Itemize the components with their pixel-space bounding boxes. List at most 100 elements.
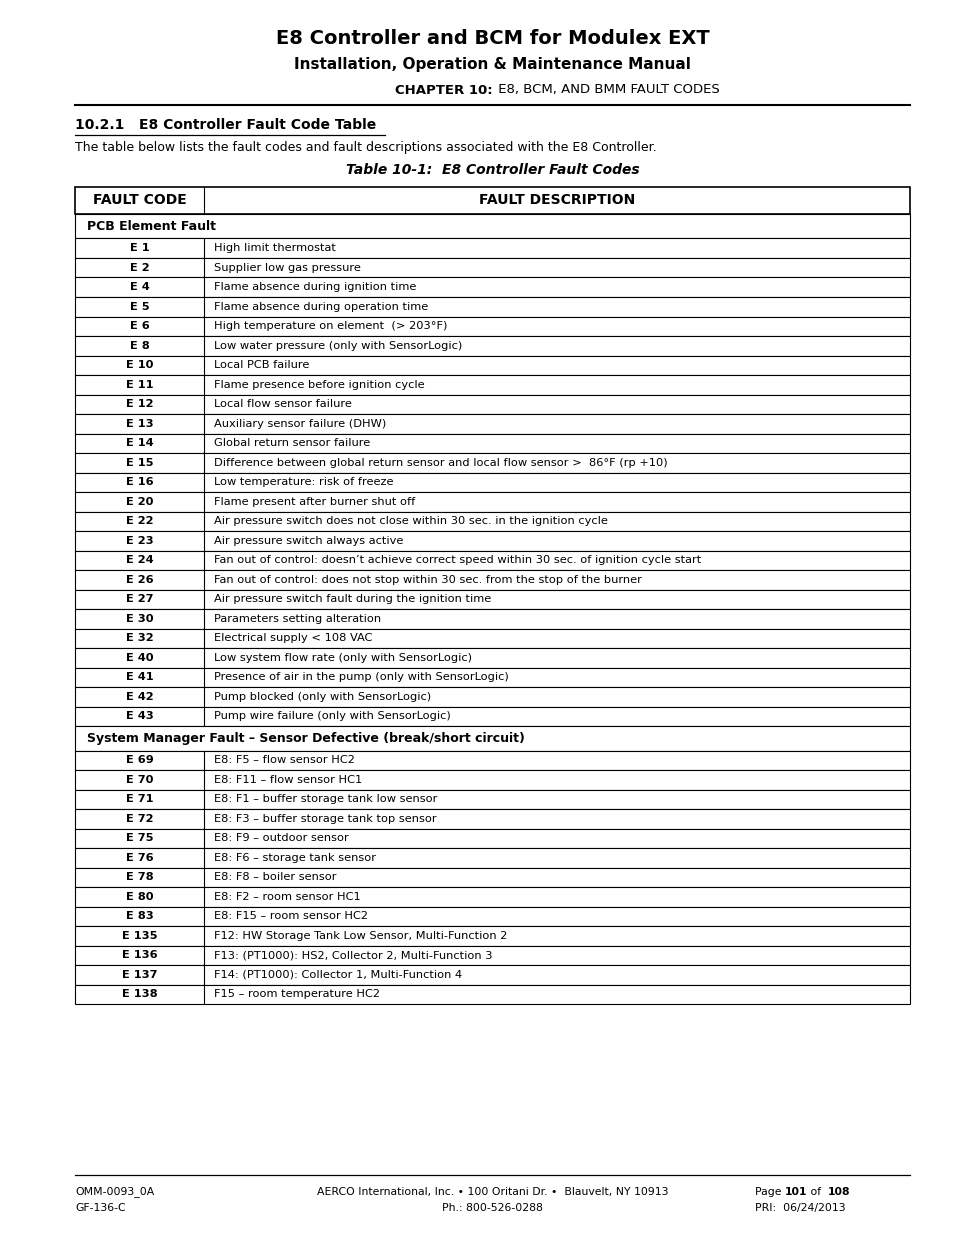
Bar <box>75 706 909 726</box>
Text: FAULT DESCRIPTION: FAULT DESCRIPTION <box>478 194 635 207</box>
Text: E 15: E 15 <box>126 458 153 468</box>
Text: E 76: E 76 <box>126 852 153 863</box>
Text: E 72: E 72 <box>126 814 153 824</box>
Text: F15 – room temperature HC2: F15 – room temperature HC2 <box>214 989 380 999</box>
Text: E 78: E 78 <box>126 872 153 882</box>
Text: Low system flow rate (only with SensorLogic): Low system flow rate (only with SensorLo… <box>214 653 472 663</box>
Bar <box>75 571 909 589</box>
Text: Air pressure switch does not close within 30 sec. in the ignition cycle: Air pressure switch does not close withi… <box>214 516 608 526</box>
Text: E 10: E 10 <box>126 361 153 370</box>
Text: FAULT CODE: FAULT CODE <box>92 194 187 207</box>
Text: E8: F5 – flow sensor HC2: E8: F5 – flow sensor HC2 <box>214 756 355 766</box>
Text: E 13: E 13 <box>126 419 153 429</box>
Text: E 138: E 138 <box>122 989 157 999</box>
Text: E 6: E 6 <box>130 321 150 331</box>
Text: E 5: E 5 <box>130 301 150 311</box>
Text: Difference between global return sensor and local flow sensor >  86°F (rp +10): Difference between global return sensor … <box>214 458 667 468</box>
Text: High limit thermostat: High limit thermostat <box>214 243 336 253</box>
Bar <box>75 848 909 867</box>
Text: 10.2.1   E8 Controller Fault Code Table: 10.2.1 E8 Controller Fault Code Table <box>75 119 375 132</box>
Text: E 4: E 4 <box>130 283 150 293</box>
Text: 108: 108 <box>827 1187 850 1197</box>
Text: Page: Page <box>754 1187 784 1197</box>
Bar <box>75 453 909 473</box>
Text: E 23: E 23 <box>126 536 153 546</box>
Text: AERCO International, Inc. • 100 Oritani Dr. •  Blauvelt, NY 10913: AERCO International, Inc. • 100 Oritani … <box>316 1187 667 1197</box>
Text: E 135: E 135 <box>122 931 157 941</box>
Text: E 75: E 75 <box>126 834 153 844</box>
Text: Fan out of control: doesn’t achieve correct speed within 30 sec. of ignition cyc: Fan out of control: doesn’t achieve corr… <box>214 556 701 566</box>
Text: E 136: E 136 <box>122 950 157 961</box>
Bar <box>75 769 909 789</box>
Bar <box>75 789 909 809</box>
Text: The table below lists the fault codes and fault descriptions associated with the: The table below lists the fault codes an… <box>75 142 656 154</box>
Text: Installation, Operation & Maintenance Manual: Installation, Operation & Maintenance Ma… <box>294 58 690 73</box>
Text: OMM-0093_0A: OMM-0093_0A <box>75 1187 154 1198</box>
Text: 101: 101 <box>784 1187 806 1197</box>
Text: PRI:  06/24/2013: PRI: 06/24/2013 <box>754 1203 844 1213</box>
Text: F14: (PT1000): Collector 1, Multi-Function 4: F14: (PT1000): Collector 1, Multi-Functi… <box>214 969 462 979</box>
Text: E 12: E 12 <box>126 399 153 409</box>
Text: E8: F1 – buffer storage tank low sensor: E8: F1 – buffer storage tank low sensor <box>214 794 437 804</box>
Text: E 69: E 69 <box>126 756 153 766</box>
Text: Local PCB failure: Local PCB failure <box>214 361 310 370</box>
Text: Electrical supply < 108 VAC: Electrical supply < 108 VAC <box>214 634 373 643</box>
Text: Fan out of control: does not stop within 30 sec. from the stop of the burner: Fan out of control: does not stop within… <box>214 574 641 584</box>
Text: E8: F6 – storage tank sensor: E8: F6 – storage tank sensor <box>214 852 376 863</box>
Text: Air pressure switch fault during the ignition time: Air pressure switch fault during the ign… <box>214 594 491 604</box>
Bar <box>75 356 909 375</box>
Text: E8: F8 – boiler sensor: E8: F8 – boiler sensor <box>214 872 336 882</box>
Text: E8, BCM, AND BMM FAULT CODES: E8, BCM, AND BMM FAULT CODES <box>494 84 720 96</box>
Text: E 41: E 41 <box>126 672 153 682</box>
Text: Local flow sensor failure: Local flow sensor failure <box>214 399 352 409</box>
Text: High temperature on element  (> 203°F): High temperature on element (> 203°F) <box>214 321 447 331</box>
Text: E 24: E 24 <box>126 556 153 566</box>
Text: E8: F15 – room sensor HC2: E8: F15 – room sensor HC2 <box>214 911 368 921</box>
Bar <box>75 926 909 946</box>
Text: Flame absence during operation time: Flame absence during operation time <box>214 301 428 311</box>
Text: Low water pressure (only with SensorLogic): Low water pressure (only with SensorLogi… <box>214 341 462 351</box>
Text: E 27: E 27 <box>126 594 153 604</box>
Text: E8: F9 – outdoor sensor: E8: F9 – outdoor sensor <box>214 834 349 844</box>
Text: E8: F2 – room sensor HC1: E8: F2 – room sensor HC1 <box>214 892 361 902</box>
Bar <box>75 867 909 887</box>
Text: E8: F11 – flow sensor HC1: E8: F11 – flow sensor HC1 <box>214 774 362 784</box>
Bar <box>75 887 909 906</box>
Bar <box>75 726 909 751</box>
Text: Air pressure switch always active: Air pressure switch always active <box>214 536 403 546</box>
Bar <box>75 238 909 258</box>
Text: E 42: E 42 <box>126 692 153 701</box>
Text: F13: (PT1000): HS2, Collector 2, Multi-Function 3: F13: (PT1000): HS2, Collector 2, Multi-F… <box>214 950 493 961</box>
Bar <box>75 829 909 848</box>
Text: E 30: E 30 <box>126 614 153 624</box>
Bar <box>75 906 909 926</box>
Bar <box>75 258 909 278</box>
Text: E 14: E 14 <box>126 438 153 448</box>
Text: Table 10-1:  E8 Controller Fault Codes: Table 10-1: E8 Controller Fault Codes <box>345 163 639 177</box>
Text: E 20: E 20 <box>126 496 153 506</box>
Text: GF-136-C: GF-136-C <box>75 1203 126 1213</box>
Text: E 1: E 1 <box>130 243 150 253</box>
Text: E8 Controller and BCM for Modulex EXT: E8 Controller and BCM for Modulex EXT <box>275 28 709 47</box>
Text: Auxiliary sensor failure (DHW): Auxiliary sensor failure (DHW) <box>214 419 386 429</box>
Text: System Manager Fault – Sensor Defective (break/short circuit): System Manager Fault – Sensor Defective … <box>87 732 524 745</box>
Text: Presence of air in the pump (only with SensorLogic): Presence of air in the pump (only with S… <box>214 672 509 682</box>
Text: Parameters setting alteration: Parameters setting alteration <box>214 614 381 624</box>
Text: Global return sensor failure: Global return sensor failure <box>214 438 371 448</box>
Bar <box>75 186 909 214</box>
Bar <box>75 809 909 829</box>
Text: E 70: E 70 <box>126 774 153 784</box>
Text: E 16: E 16 <box>126 477 153 488</box>
Bar <box>75 589 909 609</box>
Text: F12: HW Storage Tank Low Sensor, Multi-Function 2: F12: HW Storage Tank Low Sensor, Multi-F… <box>214 931 507 941</box>
Bar <box>75 296 909 316</box>
Text: E 32: E 32 <box>126 634 153 643</box>
Bar <box>75 965 909 984</box>
Text: E 8: E 8 <box>130 341 150 351</box>
Bar <box>75 531 909 551</box>
Bar <box>75 492 909 511</box>
Text: E 22: E 22 <box>126 516 153 526</box>
Bar <box>75 278 909 296</box>
Text: E 137: E 137 <box>122 969 157 979</box>
Text: Flame present after burner shut off: Flame present after burner shut off <box>214 496 416 506</box>
